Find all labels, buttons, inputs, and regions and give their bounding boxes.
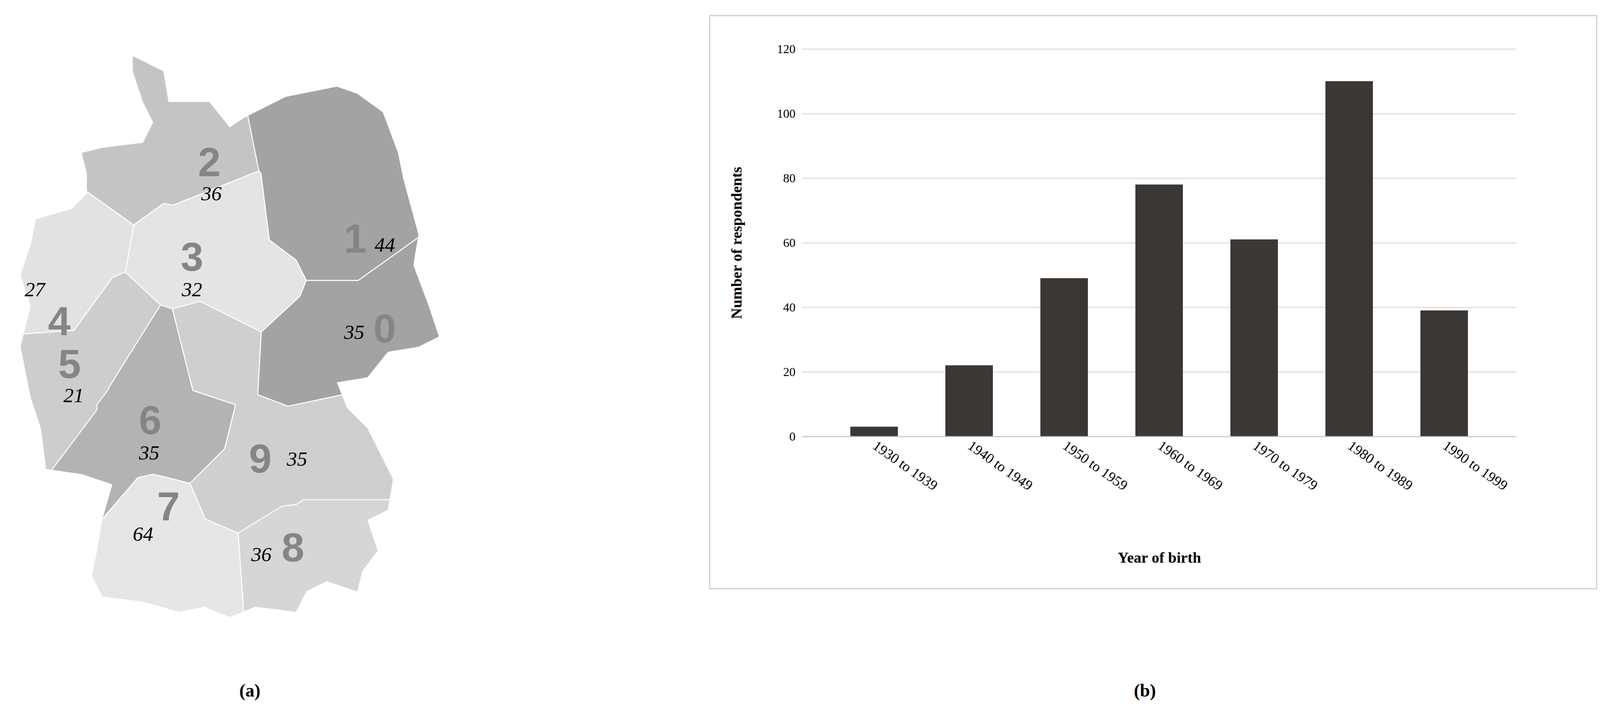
svg-text:36: 36	[200, 182, 222, 205]
svg-text:35: 35	[138, 441, 160, 465]
svg-text:44: 44	[374, 233, 395, 257]
svg-text:35: 35	[343, 321, 365, 344]
svg-text:60: 60	[783, 236, 796, 250]
svg-text:1: 1	[343, 215, 367, 262]
svg-text:1940 to 1949: 1940 to 1949	[965, 437, 1037, 494]
svg-text:1990 to 1999: 1990 to 1999	[1440, 437, 1512, 494]
svg-text:7: 7	[157, 483, 181, 530]
svg-text:1930 to 1939: 1930 to 1939	[870, 437, 942, 494]
svg-text:20: 20	[783, 365, 796, 380]
svg-text:40: 40	[783, 300, 796, 315]
svg-text:80: 80	[783, 171, 796, 186]
svg-text:3: 3	[180, 233, 204, 280]
svg-text:9: 9	[248, 435, 272, 482]
svg-text:100: 100	[777, 106, 796, 121]
svg-text:Year of birth: Year of birth	[1117, 549, 1202, 567]
svg-text:1970 to 1979: 1970 to 1979	[1250, 437, 1322, 494]
svg-text:1960 to 1969: 1960 to 1969	[1155, 437, 1227, 494]
html-text:(b): (b)	[1133, 680, 1156, 701]
svg-text:2: 2	[198, 139, 221, 185]
svg-text:0: 0	[373, 305, 397, 352]
svg-text:8: 8	[281, 524, 305, 571]
svg-text:21: 21	[63, 384, 85, 407]
svg-text:6: 6	[138, 397, 162, 443]
svg-text:27: 27	[24, 278, 46, 301]
svg-text:35: 35	[286, 447, 308, 471]
svg-text:0: 0	[789, 429, 796, 444]
svg-text:120: 120	[777, 42, 796, 57]
svg-text:64: 64	[133, 523, 154, 546]
svg-text:Number of respondents: Number of respondents	[727, 166, 745, 320]
svg-text:1980 to 1989: 1980 to 1989	[1345, 437, 1417, 494]
svg-text:4: 4	[47, 298, 71, 344]
svg-text:5: 5	[58, 341, 82, 387]
svg-text:1950 to 1959: 1950 to 1959	[1060, 437, 1132, 494]
svg-text:36: 36	[250, 543, 272, 566]
html-text:(a): (a)	[239, 680, 261, 701]
svg-text:32: 32	[181, 278, 203, 301]
